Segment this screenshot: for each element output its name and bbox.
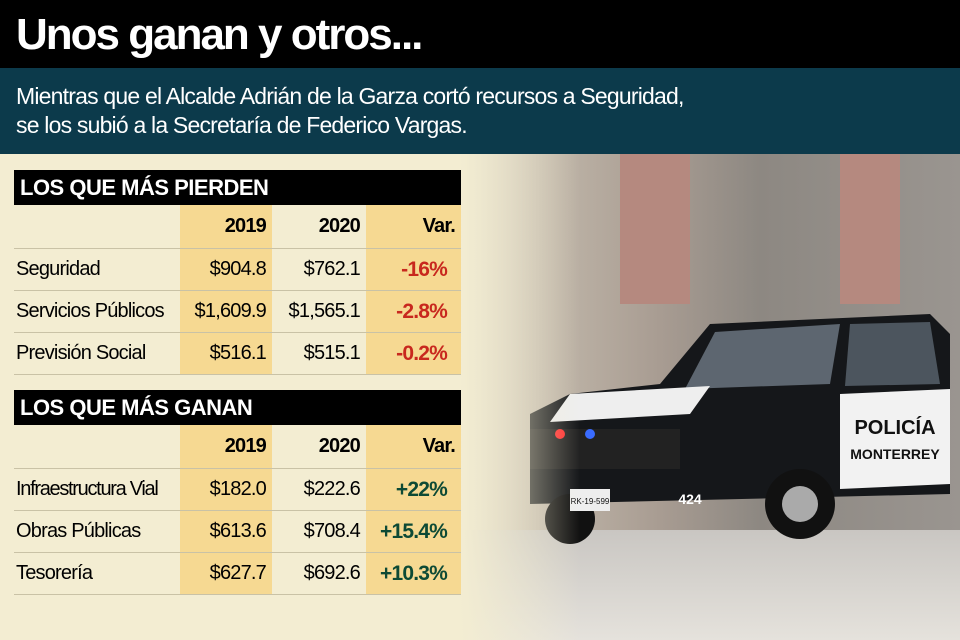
table-row: Previsión Social $516.1 $515.1 -0.2% [14, 333, 461, 375]
value-2019: $182.0 [180, 469, 272, 510]
table-header: 2019 2020 Var. [14, 425, 461, 469]
table-row: Obras Públicas $613.6 $708.4 +15.4% [14, 511, 461, 553]
col-2019: 2019 [180, 425, 272, 468]
subtitle-line: se los subió a la Secretaría de Federico… [16, 112, 468, 138]
row-label: Tesorería [16, 562, 93, 584]
table-row: Servicios Públicos $1,609.9 $1,565.1 -2.… [14, 291, 461, 333]
value-2019: $516.1 [180, 333, 272, 374]
col-2020: 2020 [318, 215, 361, 237]
door-lettering: POLICÍA [854, 416, 935, 439]
value-2020: $222.6 [303, 478, 361, 500]
value-2020: $692.6 [303, 562, 361, 584]
gainers-table: LOS QUE MÁS GANAN 2019 2020 Var. Infraes… [14, 390, 461, 595]
table-row: Tesorería $627.7 $692.6 +10.3% [14, 553, 461, 595]
building-column [620, 154, 690, 304]
value-2020: $515.1 [303, 342, 361, 364]
table-row: Seguridad $904.8 $762.1 -16% [14, 249, 461, 291]
value-2019: $627.7 [180, 553, 272, 594]
value-2019: $613.6 [180, 511, 272, 552]
table-title: LOS QUE MÁS GANAN [14, 390, 461, 425]
variation: +15.4% [366, 511, 461, 552]
col-2019: 2019 [180, 205, 272, 248]
row-label: Obras Públicas [16, 520, 141, 542]
variation: +22% [366, 469, 461, 510]
table-header: 2019 2020 Var. [14, 205, 461, 249]
building-column [840, 154, 900, 304]
value-2019: $904.8 [180, 249, 272, 290]
police-truck-photo: POLICÍA MONTERREY 424 RK-19-599 [460, 154, 960, 640]
col-var: Var. [366, 425, 461, 468]
table-row: Infraestructura Vial $182.0 $222.6 +22% [14, 469, 461, 511]
row-label: Servicios Públicos [16, 300, 165, 322]
photo-fade [460, 154, 580, 640]
door-lettering: MONTERREY [850, 446, 940, 462]
value-2020: $1,565.1 [288, 300, 361, 322]
variation: +10.3% [366, 553, 461, 594]
headline: Unos ganan y otros... [16, 10, 423, 59]
col-var: Var. [366, 205, 461, 248]
variation: -2.8% [366, 291, 461, 332]
losers-table: LOS QUE MÁS PIERDEN 2019 2020 Var. Segur… [14, 170, 461, 375]
title-bar: Unos ganan y otros... [0, 0, 960, 68]
value-2020: $708.4 [303, 520, 361, 542]
table-title: LOS QUE MÁS PIERDEN [14, 170, 461, 205]
row-label: Seguridad [16, 258, 101, 280]
subtitle: Mientras que el Alcalde Adrián de la Gar… [0, 68, 960, 154]
license-plate: RK-19-599 [571, 497, 610, 506]
variation: -0.2% [366, 333, 461, 374]
value-2019: $1,609.9 [180, 291, 272, 332]
value-2020: $762.1 [303, 258, 361, 280]
unit-number: 424 [678, 491, 702, 507]
subtitle-line: Mientras que el Alcalde Adrián de la Gar… [16, 83, 684, 109]
row-label: Infraestructura Vial [16, 478, 159, 500]
row-label: Previsión Social [16, 342, 146, 364]
col-2020: 2020 [318, 435, 361, 457]
variation: -16% [366, 249, 461, 290]
